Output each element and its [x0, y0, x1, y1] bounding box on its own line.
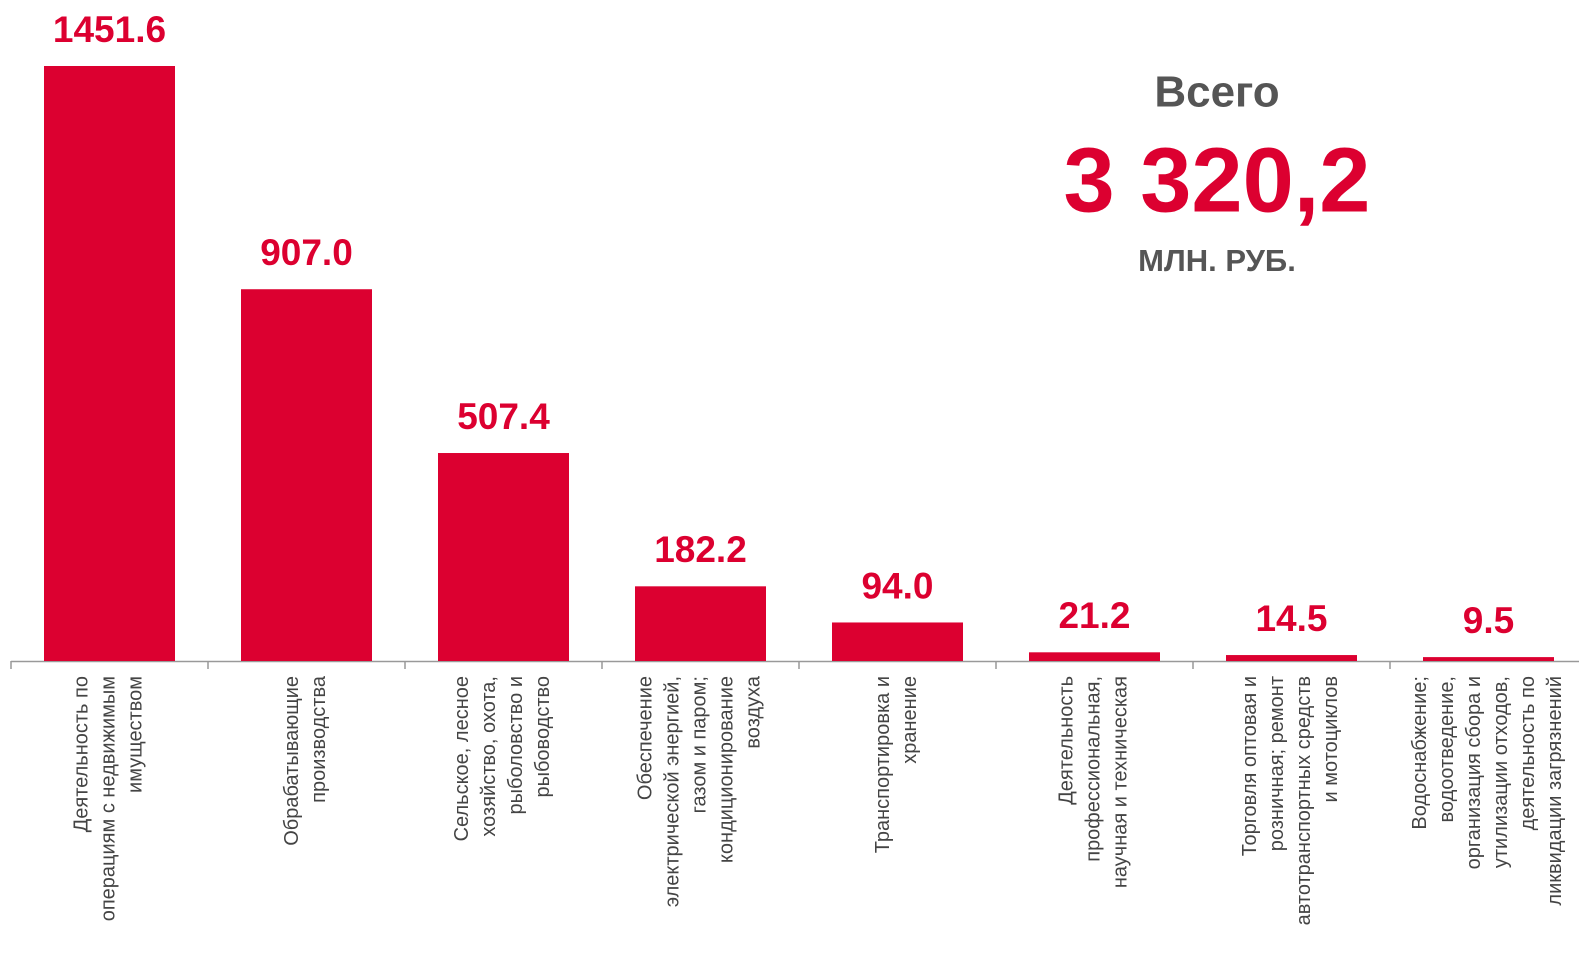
bar — [635, 586, 766, 661]
value-label: 507.4 — [457, 396, 550, 437]
value-label: 21.2 — [1058, 595, 1130, 636]
bar — [1226, 655, 1357, 661]
x-tick-label: Водоснабжение; водоотведение, организация … — [1409, 676, 1566, 906]
x-tick-label: Деятельность профессиональная, научная и т… — [1056, 676, 1132, 888]
value-label: 1451.6 — [53, 9, 166, 50]
total-caption: Всего — [1154, 68, 1279, 117]
x-tick-label: Деятельность по операциям с недвижимым иму… — [71, 676, 147, 921]
value-label: 14.5 — [1255, 598, 1327, 639]
value-label: 94.0 — [861, 565, 933, 606]
x-tick-label: Торговля оптовая и розничная; ремонт автот… — [1239, 676, 1342, 925]
value-label: 9.5 — [1463, 600, 1514, 641]
bar — [438, 453, 569, 661]
bar — [1423, 657, 1554, 661]
bar — [832, 622, 963, 661]
x-tick-label: Обеспечение электрической энергией, газом … — [635, 675, 765, 907]
bar — [44, 66, 175, 661]
x-tick-label: Обрабатывающие производства — [281, 675, 330, 846]
total-value: 3 320,2 — [1064, 129, 1371, 231]
bar — [241, 289, 372, 661]
bar — [1029, 652, 1160, 661]
x-tick-label: Транспортировка и хранение — [872, 676, 921, 853]
total-unit: МЛН. РУБ. — [1138, 243, 1296, 278]
x-tick-label: Сельское, лесное хозяйство, охота, рыболов… — [451, 676, 554, 841]
value-label: 182.2 — [654, 529, 747, 570]
value-label: 907.0 — [260, 232, 353, 273]
